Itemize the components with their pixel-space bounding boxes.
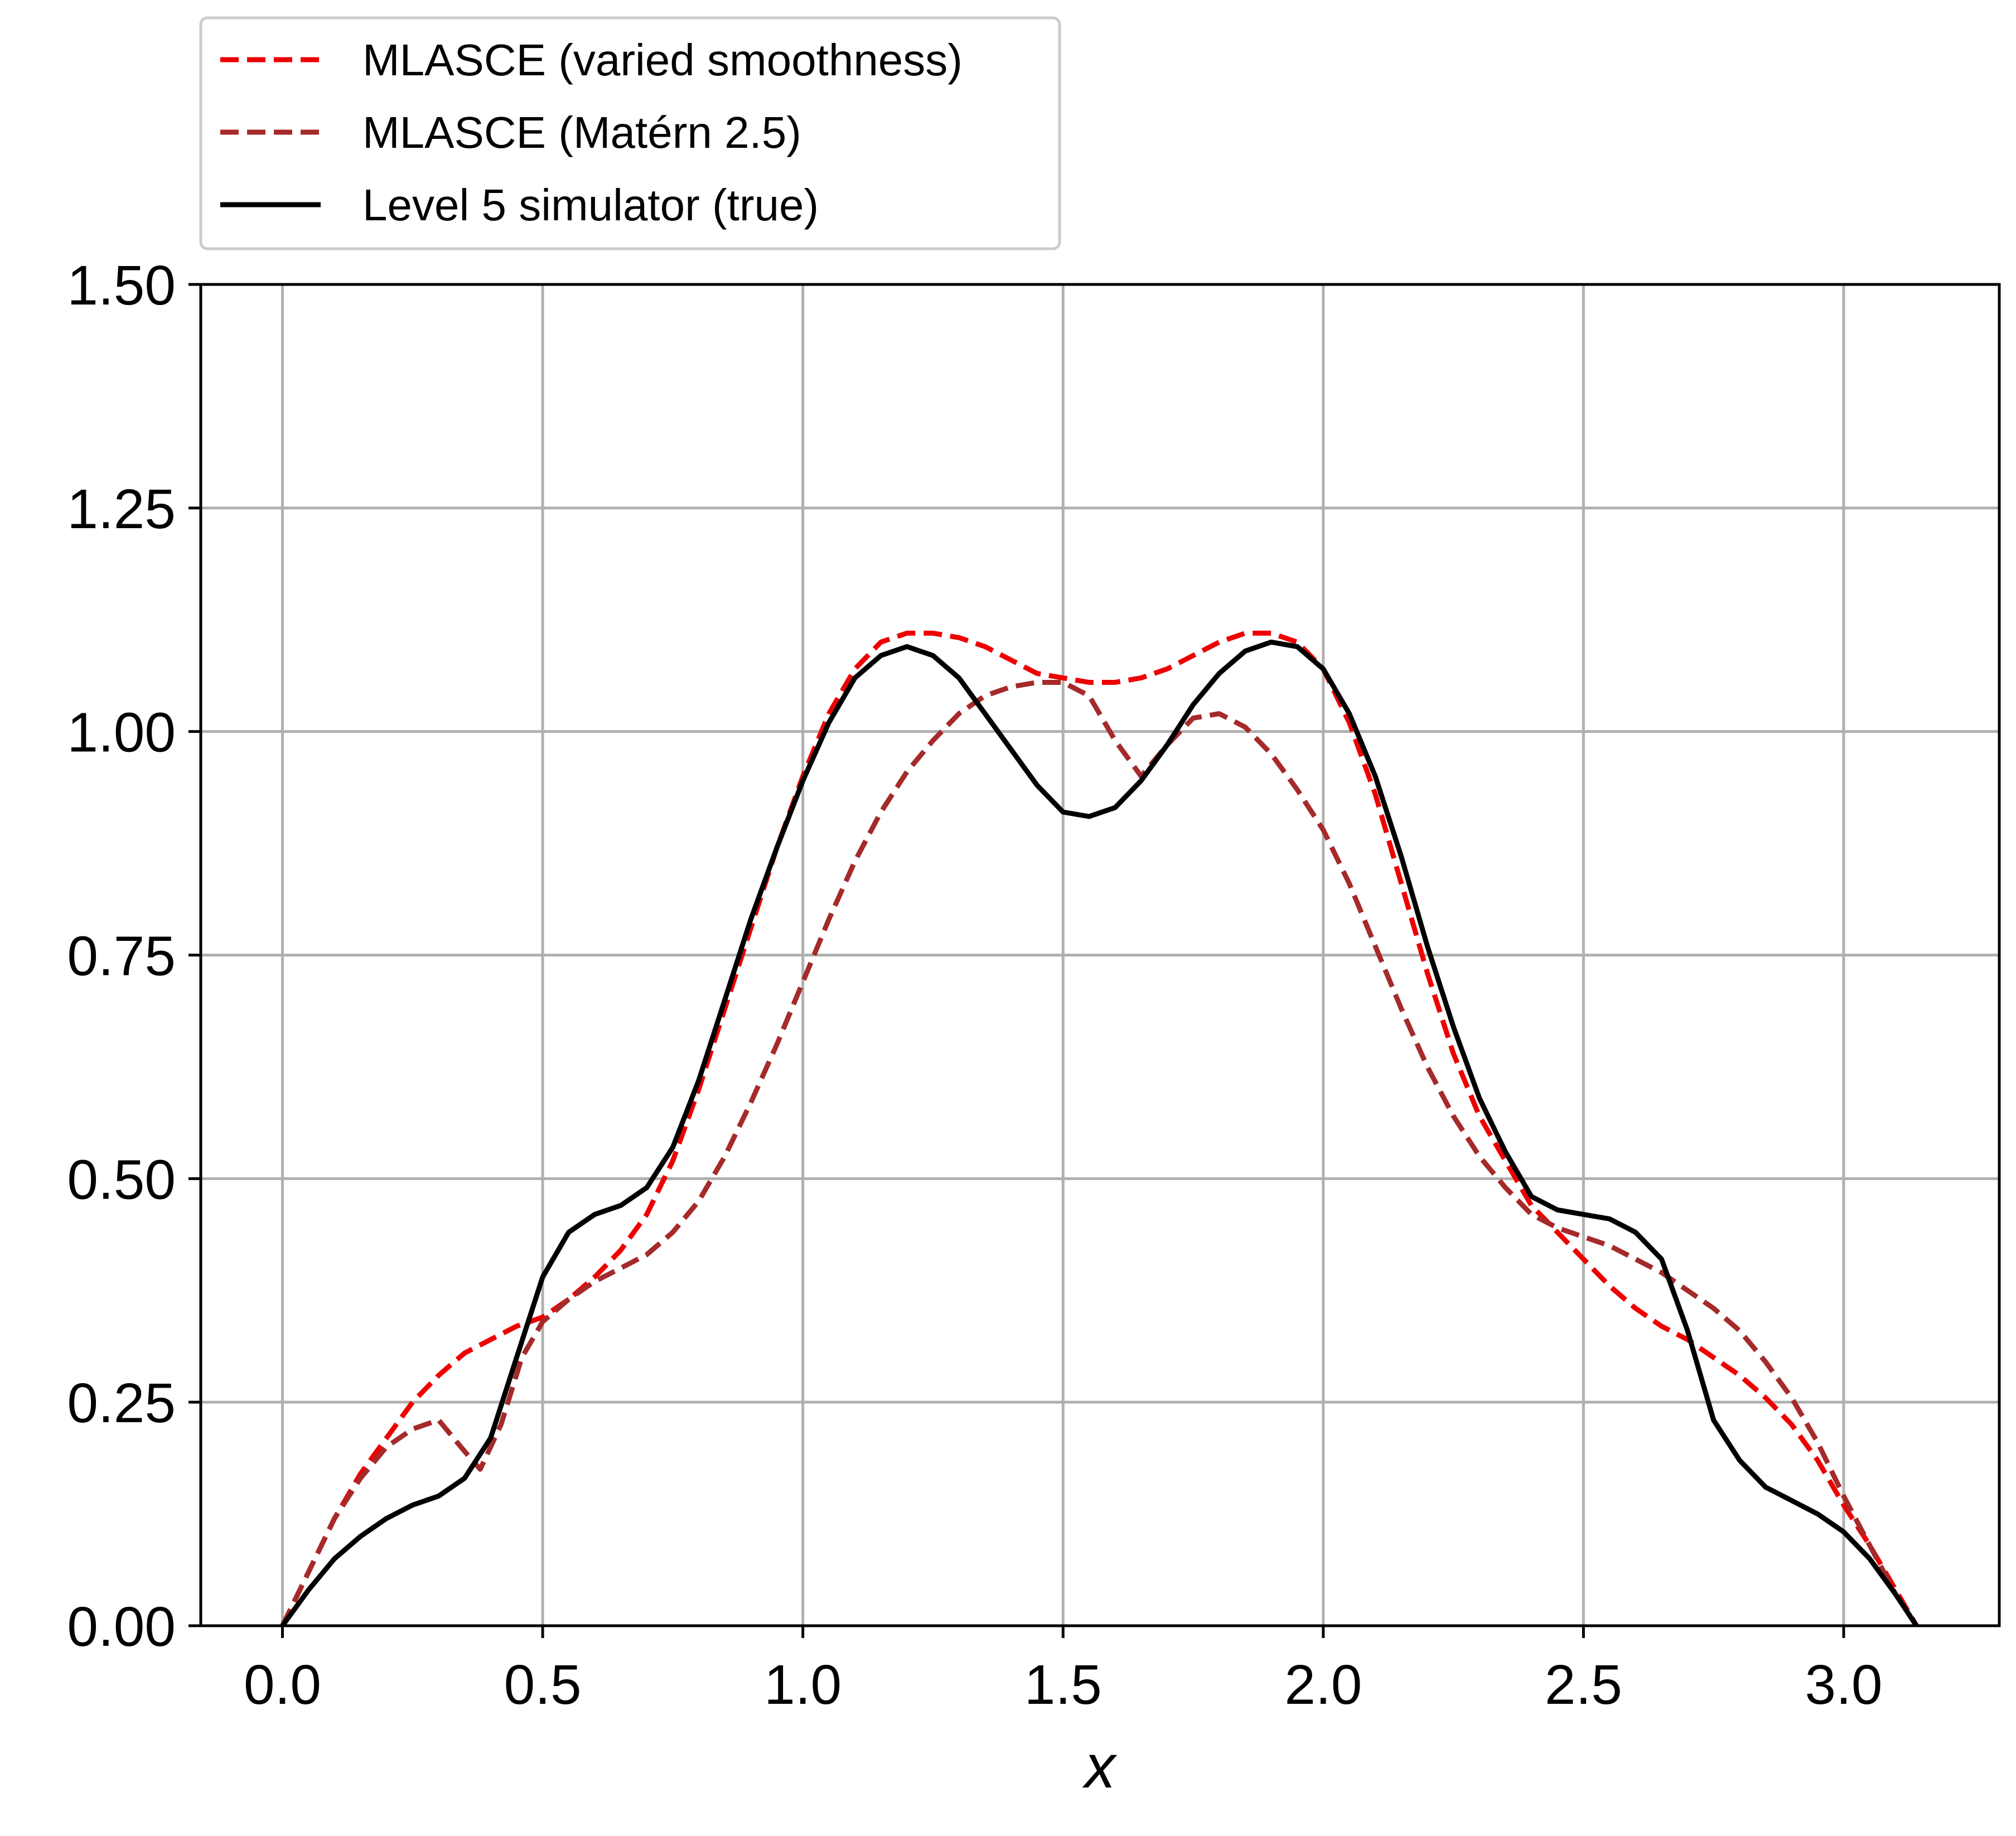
series-line-level-5-simulator-true bbox=[280, 639, 1919, 1627]
x-tick-label: 0.5 bbox=[504, 1654, 582, 1716]
x-tick-label: 3.0 bbox=[1805, 1654, 1882, 1716]
ticks: 0.0 0.5 1.0 1.5 2.0 2.5 3.0 0.00 0.25 0.50 0.75 1.0… bbox=[67, 254, 1882, 1716]
y-tick-label: 1.25 bbox=[67, 478, 176, 540]
y-tick-label: 1.50 bbox=[67, 254, 176, 317]
series-line-mlasce-mate-rn-2-5 bbox=[280, 680, 1919, 1627]
x-tick-label: 1.5 bbox=[1024, 1654, 1102, 1716]
y-tick-label: 0.50 bbox=[67, 1148, 176, 1211]
legend-label-level-5-simulator-true: Level 5 simulator (true) bbox=[362, 180, 819, 230]
legend-box bbox=[199, 16, 1061, 250]
y-tick-label: 0.25 bbox=[67, 1372, 176, 1434]
x-tick-label: 2.0 bbox=[1284, 1654, 1362, 1716]
y-tick-label: 0.00 bbox=[67, 1596, 176, 1658]
legend-label-mlasce-mate-rn-2-5: MLASCE (Matérn 2.5) bbox=[362, 108, 801, 157]
x-tick-label: 2.5 bbox=[1545, 1654, 1622, 1716]
x-axis-label: x bbox=[1082, 1732, 1118, 1801]
legend-label-mlasce-varied-smoothness: MLASCE (varied smoothness) bbox=[362, 35, 963, 85]
x-tick-label: 1.0 bbox=[764, 1654, 842, 1716]
y-tick-label: 0.75 bbox=[67, 925, 176, 988]
legend: MLASCE (varied smoothness) MLASCE (Matérn… bbox=[199, 16, 1061, 250]
series-group bbox=[280, 630, 1919, 1627]
y-tick-label: 1.00 bbox=[67, 702, 176, 764]
x-tick-label: 0.0 bbox=[244, 1654, 321, 1716]
